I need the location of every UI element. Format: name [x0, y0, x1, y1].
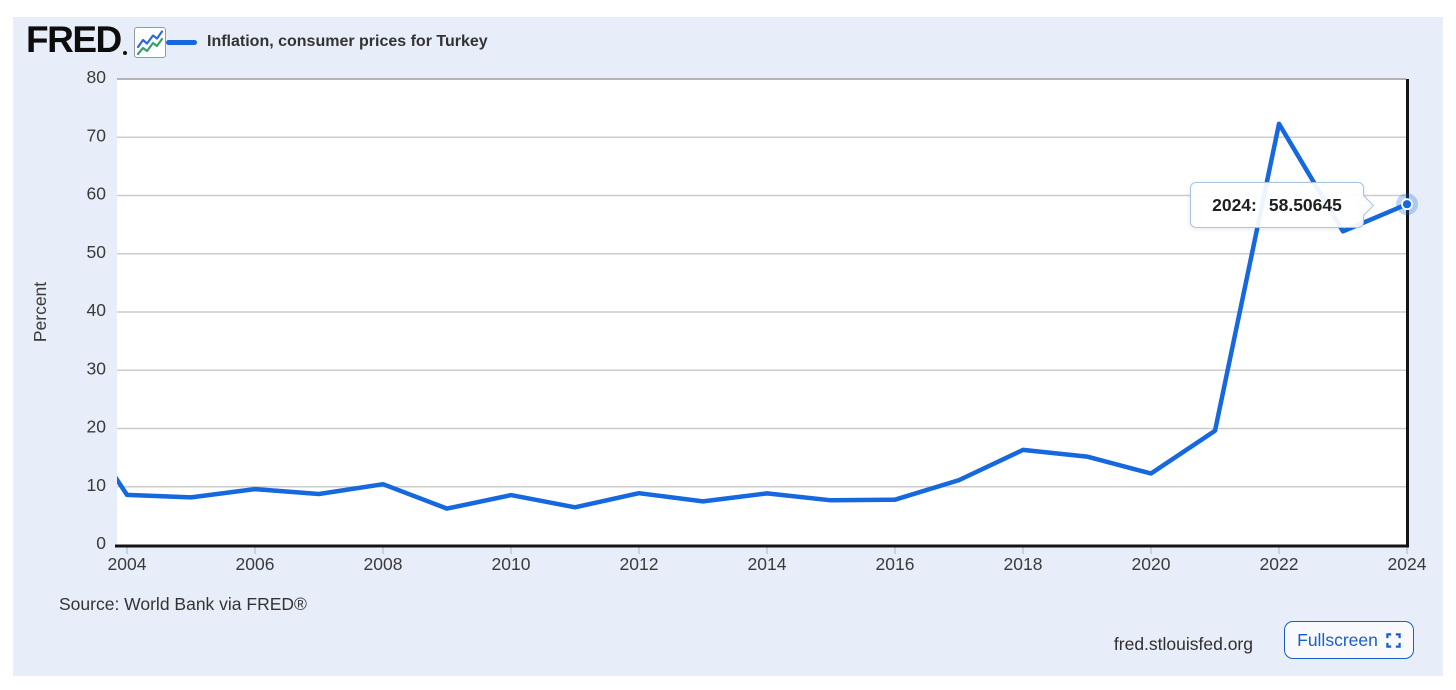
chart-legend: Inflation, consumer prices for Turkey: [166, 30, 488, 54]
y-axis-tick-label-70: 70: [87, 125, 107, 145]
x-axis-tick-label-2022: 2022: [1260, 554, 1299, 574]
tooltip-year-label: 2024:: [1212, 194, 1257, 215]
x-axis-tick-label-2012: 2012: [620, 554, 659, 574]
fred-logo-row: FRED: [26, 21, 166, 58]
x-axis-tick-label-2024: 2024: [1388, 554, 1427, 574]
fullscreen-button[interactable]: Fullscreen: [1284, 621, 1414, 659]
fullscreen-button-label: Fullscreen: [1297, 629, 1378, 650]
legend-line-swatch: [166, 39, 197, 45]
x-axis-tick-label-2006: 2006: [236, 554, 275, 574]
x-axis-tick-label-2008: 2008: [364, 554, 403, 574]
tooltip-value: 58.50645: [1268, 194, 1342, 215]
legend-series-label: Inflation, consumer prices for Turkey: [207, 33, 488, 50]
y-axis-tick-label-10: 10: [87, 475, 107, 495]
y-axis-tick-label-20: 20: [87, 417, 107, 437]
y-axis-tick-label-30: 30: [87, 358, 107, 378]
fred-graph-icon: [133, 27, 166, 58]
y-axis-tick-label-80: 80: [87, 67, 107, 87]
y-axis-title: Percent: [30, 282, 50, 342]
x-axis-tick-label-2016: 2016: [876, 554, 915, 574]
y-axis-tick-label-60: 60: [87, 184, 107, 204]
source-note: Source: World Bank via FRED®: [59, 594, 307, 614]
x-axis-tick-label-2018: 2018: [1004, 554, 1043, 574]
fred-site-link[interactable]: fred.stlouisfed.org: [1113, 634, 1253, 654]
x-axis-tick-label-2014: 2014: [748, 554, 787, 574]
fred-graph-icon-glyph: [136, 30, 163, 56]
x-axis-tick-label-2010: 2010: [492, 554, 531, 574]
x-axis-tick-label-2004: 2004: [108, 554, 147, 574]
fullscreen-icon: [1386, 632, 1401, 648]
y-axis-tick-label-0: 0: [96, 533, 106, 553]
y-axis-tick-label-40: 40: [87, 300, 107, 320]
registered-mark-dot: [122, 51, 127, 55]
fred-logo[interactable]: FRED: [26, 19, 122, 60]
inflation-series-line[interactable]: [63, 121, 1410, 511]
x-axis-tick-label-2020: 2020: [1132, 554, 1171, 574]
data-tooltip: 2024: 58.50645: [1190, 182, 1364, 228]
data-point-marker-2024[interactable]: [1401, 198, 1413, 211]
y-axis-tick-label-50: 50: [87, 242, 107, 262]
